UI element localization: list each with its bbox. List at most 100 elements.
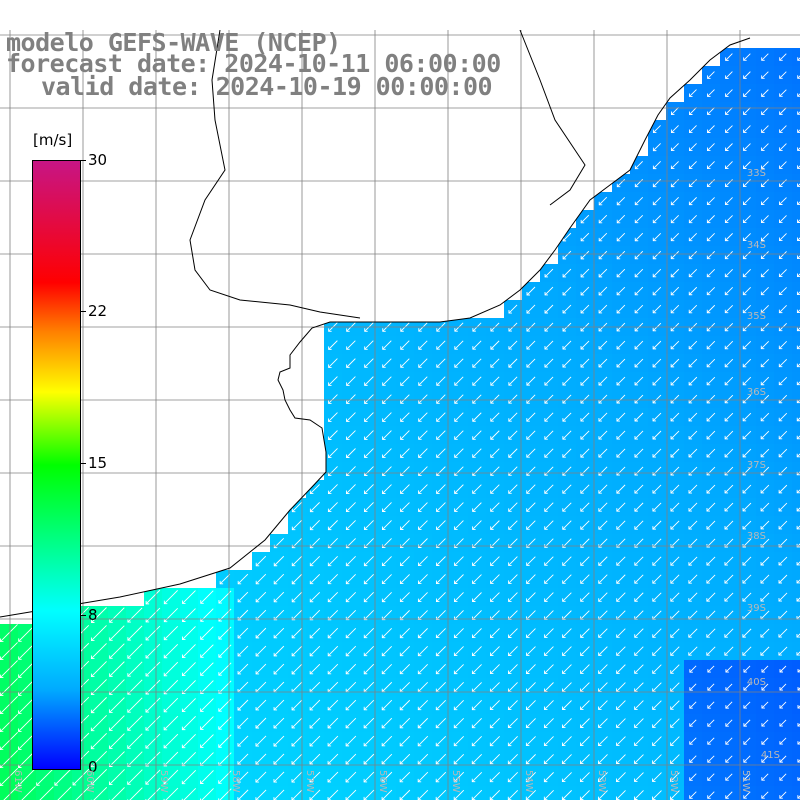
wind-arrow bbox=[181, 769, 197, 785]
wind-arrow-head bbox=[490, 490, 494, 494]
wind-arrow bbox=[760, 592, 770, 602]
wind-arrow bbox=[436, 340, 446, 350]
wind-arrow bbox=[725, 755, 733, 763]
wind-arrow-head bbox=[436, 454, 440, 458]
wind-arrow-head bbox=[689, 777, 693, 781]
wind-arrow-head bbox=[725, 57, 729, 61]
wind-arrow-head bbox=[580, 544, 584, 548]
wind-arrow bbox=[490, 736, 500, 746]
wind-arrow-head bbox=[417, 742, 422, 747]
wind-arrow-head bbox=[526, 526, 530, 530]
wind-arrow-head bbox=[652, 255, 657, 260]
wind-arrow-head bbox=[453, 670, 458, 675]
wind-arrow bbox=[544, 664, 554, 674]
wind-arrow bbox=[472, 520, 482, 530]
wind-arrow-head bbox=[760, 525, 765, 530]
wind-arrow-head bbox=[616, 363, 621, 368]
wind-arrow bbox=[436, 574, 446, 584]
wind-arrow-head bbox=[688, 219, 693, 224]
wind-arrow-head bbox=[706, 219, 711, 224]
wind-arrow-head bbox=[382, 346, 386, 350]
wind-arrow bbox=[363, 753, 375, 765]
wind-cell bbox=[342, 786, 360, 800]
wind-cell bbox=[162, 786, 180, 800]
wind-arrow-head bbox=[688, 363, 693, 368]
wind-arrow-head bbox=[634, 490, 638, 494]
wind-arrow-head bbox=[562, 670, 566, 674]
wind-arrow bbox=[706, 646, 716, 656]
wind-arrow bbox=[742, 574, 752, 584]
top-margin bbox=[0, 0, 800, 30]
wind-arrow bbox=[634, 466, 644, 476]
wind-arrow bbox=[616, 646, 626, 656]
wind-arrow-head bbox=[364, 328, 368, 332]
wind-arrow bbox=[364, 520, 374, 530]
wind-arrow bbox=[544, 376, 554, 386]
wind-arrow bbox=[399, 789, 411, 800]
wind-arrow bbox=[255, 573, 267, 585]
wind-arrow bbox=[652, 232, 662, 242]
wind-arrow-head bbox=[454, 346, 458, 350]
wind-arrow-head bbox=[634, 670, 638, 674]
wind-arrow-head bbox=[598, 237, 603, 242]
wind-arrow bbox=[163, 679, 179, 695]
wind-arrow-head bbox=[742, 417, 747, 422]
wind-arrow bbox=[670, 574, 680, 584]
wind-arrow-head bbox=[400, 472, 404, 476]
wind-arrow bbox=[200, 770, 214, 784]
wind-arrow bbox=[580, 574, 590, 584]
wind-arrow bbox=[580, 286, 590, 296]
wind-arrow bbox=[634, 268, 644, 278]
wind-arrow-head bbox=[544, 454, 548, 458]
wind-arrow-head bbox=[436, 418, 440, 422]
wind-arrow bbox=[707, 89, 715, 97]
wind-arrow-head bbox=[779, 111, 783, 115]
wind-arrow bbox=[670, 754, 680, 764]
wind-arrow bbox=[670, 358, 680, 368]
lat-label-38s: 38S bbox=[746, 531, 766, 542]
wind-arrow-head bbox=[670, 219, 675, 224]
wind-arrow-head bbox=[200, 780, 204, 784]
wind-arrow-head bbox=[796, 399, 800, 404]
wind-arrow-head bbox=[760, 489, 765, 494]
wind-arrow bbox=[797, 669, 800, 673]
wind-arrow-head bbox=[454, 364, 458, 368]
wind-arrow bbox=[328, 358, 338, 368]
wind-arrow-head bbox=[145, 709, 149, 713]
wind-arrow-head bbox=[652, 562, 656, 566]
wind-arrow bbox=[436, 610, 446, 620]
wind-arrow-head bbox=[779, 687, 783, 691]
wind-arrow bbox=[760, 430, 770, 440]
wind-arrow-head bbox=[724, 363, 729, 368]
wind-arrow bbox=[345, 609, 357, 621]
wind-arrow-head bbox=[616, 544, 620, 548]
wind-arrow-head bbox=[779, 795, 783, 799]
wind-arrow-head bbox=[18, 674, 22, 678]
wind-arrow bbox=[652, 376, 662, 386]
wind-arrow-head bbox=[796, 345, 800, 350]
wind-arrow-head bbox=[670, 399, 675, 404]
wind-arrow bbox=[328, 376, 338, 386]
wind-arrow-head bbox=[309, 598, 314, 603]
wind-arrow-head bbox=[381, 562, 386, 567]
wind-arrow-head bbox=[634, 778, 638, 782]
wind-cell bbox=[630, 786, 648, 800]
wind-arrow bbox=[255, 717, 267, 729]
wind-arrow-head bbox=[145, 763, 149, 767]
wind-arrow-head bbox=[127, 673, 131, 677]
wind-arrow bbox=[382, 340, 392, 350]
wind-arrow bbox=[544, 268, 554, 278]
wind-arrow-head bbox=[580, 490, 584, 494]
wind-arrow bbox=[796, 435, 800, 440]
wind-arrow-head bbox=[472, 454, 476, 458]
wind-arrow-head bbox=[743, 723, 747, 727]
wind-arrow bbox=[364, 574, 374, 584]
wind-cell bbox=[792, 138, 800, 156]
wind-arrow bbox=[382, 376, 392, 386]
wind-arrow-head bbox=[328, 400, 332, 404]
wind-arrow-head bbox=[688, 291, 693, 296]
wind-arrow bbox=[182, 698, 196, 712]
wind-arrow bbox=[436, 682, 446, 692]
wind-arrow bbox=[346, 358, 356, 368]
wind-arrow-head bbox=[634, 309, 639, 314]
